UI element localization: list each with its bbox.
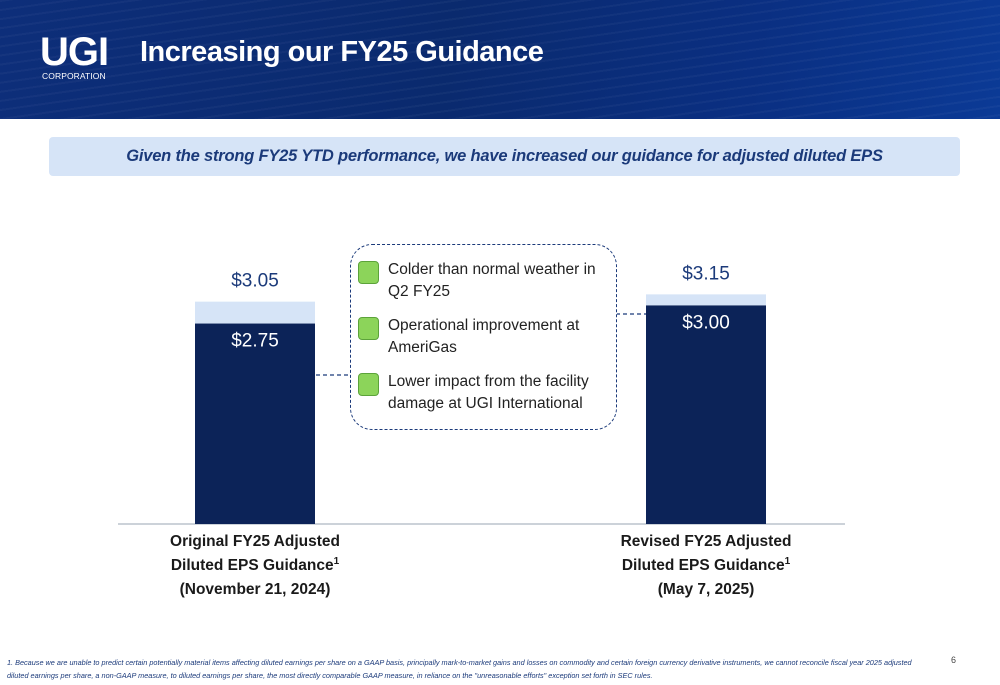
callout-item-facility: Lower impact from the facility damage at… [358, 371, 613, 415]
banner-text: Given the strong FY25 YTD performance, w… [126, 147, 883, 165]
x-tick-line1: Revised FY25 Adjusted [620, 533, 792, 550]
x-tick-label-revised: Revised FY25 Adjusted Diluted EPS Guidan… [586, 530, 826, 602]
header-bar: UGI CORPORATION Increasing our FY25 Guid… [0, 0, 1000, 119]
callout-item-text: Colder than normal weather in Q2 FY25 [388, 261, 596, 300]
x-tick-line3: (May 7, 2025) [657, 581, 755, 598]
x-tick-label-original: Original FY25 Adjusted Diluted EPS Guida… [135, 530, 375, 602]
check-box-icon [358, 261, 379, 284]
x-tick-line2-text: Diluted EPS Guidance [170, 557, 334, 574]
callout-item-text: Lower impact from the facility damage at… [388, 373, 589, 412]
footnote-marker: 1 [333, 556, 340, 567]
bar-low-segment [646, 305, 766, 524]
x-tick-line3: (November 21, 2024) [179, 581, 331, 598]
header-stripes [0, 0, 1000, 119]
x-tick-line2-text: Diluted EPS Guidance [621, 557, 785, 574]
data-label-low: $2.75 [231, 331, 279, 352]
bar-range-segment [195, 301, 315, 324]
data-label-low: $3.00 [682, 312, 730, 333]
x-tick-line1: Original FY25 Adjusted [170, 533, 340, 550]
logo-mark: UGI [40, 30, 109, 74]
page-number: 6 [951, 655, 957, 665]
bar-range-segment [646, 294, 766, 306]
page-title: Increasing our FY25 Guidance [140, 36, 544, 68]
drivers-callout: Colder than normal weather in Q2 FY25 Op… [350, 244, 617, 430]
x-tick-line2: Diluted EPS Guidance1 [135, 554, 375, 578]
callout-item-text: Operational improvement at AmeriGas [388, 317, 580, 356]
data-label-high: $3.15 [682, 263, 730, 284]
footnote-marker: 1 [784, 556, 791, 567]
logo-sub: CORPORATION [42, 71, 106, 81]
ugi-logo: UGI CORPORATION [40, 30, 112, 82]
check-box-icon [358, 373, 379, 396]
bar-low-segment [195, 323, 315, 524]
footnote: 1. Because we are unable to predict cert… [7, 658, 912, 680]
data-label-high: $3.05 [231, 271, 279, 292]
callout-item-amerigas: Operational improvement at AmeriGas [358, 315, 613, 359]
check-box-icon [358, 317, 379, 340]
summary-banner: Given the strong FY25 YTD performance, w… [49, 137, 960, 176]
x-tick-line2: Diluted EPS Guidance1 [586, 554, 826, 578]
callout-item-weather: Colder than normal weather in Q2 FY25 [358, 259, 613, 303]
